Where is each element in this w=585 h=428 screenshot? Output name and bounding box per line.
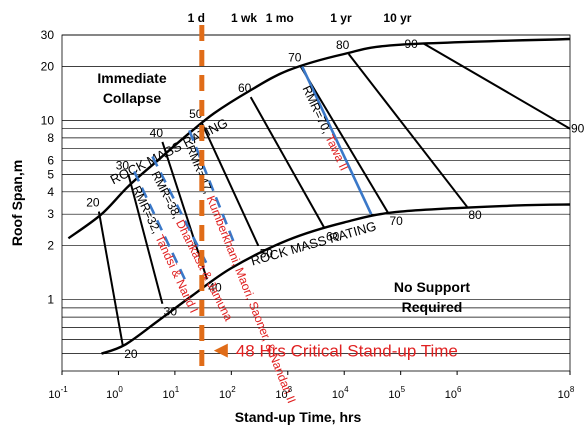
- region-immediate-collapse-line1: Immediate: [97, 70, 166, 86]
- case-label-sites: Tawa II: [322, 133, 351, 173]
- x-tick-exponent: -1: [61, 385, 69, 394]
- envelope-curve-upper: [67, 37, 571, 240]
- region-immediate-collapse-line2: Collapse: [103, 90, 162, 106]
- time-mark-label: 1 d: [188, 11, 205, 25]
- rmr-top-label: 80: [336, 38, 350, 52]
- rmr-line-70: [299, 66, 389, 214]
- x-axis-label: Stand-up Time, hrs: [235, 409, 362, 425]
- x-tick-mantissa: 10: [219, 389, 231, 401]
- x-tick-mantissa: 10: [48, 389, 60, 401]
- y-axis-ticks: 1 2 3 4 56 8 10 20 30: [41, 28, 55, 307]
- y-tick-label: 5: [47, 167, 54, 181]
- x-tick-exponent: 2: [231, 385, 236, 394]
- x-tick-label: 108: [558, 385, 575, 401]
- x-tick-mantissa: 10: [558, 389, 570, 401]
- rmr-line-80: [347, 53, 468, 208]
- rmr-top-label: 20: [86, 196, 100, 210]
- y-tick-label: 1: [47, 293, 54, 307]
- rmr-top-label: 30: [116, 158, 130, 172]
- x-tick-mantissa: 10: [445, 389, 457, 401]
- y-tick-label: 2: [47, 239, 54, 253]
- envelope-label-upper: ROCK MASS RATING: [108, 115, 230, 187]
- region-no-support-line1: No Support: [394, 279, 471, 295]
- case-line-rmr-47: [188, 129, 235, 243]
- time-mark-label: 1 wk: [231, 11, 257, 25]
- rmr-bottom-label: 20: [124, 347, 138, 361]
- critical-arrow-icon: [213, 343, 228, 358]
- rmr-top-label: 70: [288, 51, 302, 65]
- time-mark-label: 10 yr: [383, 11, 411, 25]
- critical-time-marker: 48 Hrs Critical Stand-up Time: [199, 25, 458, 375]
- x-tick-label: 10-1: [48, 385, 68, 401]
- rmr-line-60: [249, 96, 326, 229]
- x-tick-exponent: 0: [118, 385, 123, 394]
- critical-time-label: 48 Hrs Critical Stand-up Time: [236, 342, 458, 361]
- x-tick-label: 105: [388, 385, 405, 401]
- x-tick-mantissa: 10: [388, 389, 400, 401]
- y-axis-label: Roof Span,m: [9, 160, 25, 246]
- plot-frame: [61, 34, 571, 372]
- x-tick-label: 106: [445, 385, 462, 401]
- x-tick-label: 102: [219, 385, 236, 401]
- x-tick-exponent: 4: [344, 385, 349, 394]
- x-axis-ticks: 10-1 100 101 102 103 104 105 106 108: [48, 371, 575, 401]
- y-tick-label: 30: [41, 28, 55, 42]
- y-tick-label: 3: [47, 207, 54, 221]
- rmr-top-label: 90: [404, 37, 418, 51]
- x-tick-exponent: 1: [175, 385, 180, 394]
- x-tick-exponent: 5: [401, 385, 406, 394]
- x-tick-label: 100: [106, 385, 123, 401]
- y-tick-label: 4: [47, 185, 54, 199]
- x-tick-label: 104: [332, 385, 349, 401]
- case-line-rmr-32: [133, 170, 186, 280]
- rmr-top-label: 40: [150, 126, 164, 140]
- y-tick-label: 10: [41, 113, 55, 127]
- rmr-bottom-label: 80: [468, 208, 482, 222]
- envelope-label-lower: ROCK MASS RATING: [249, 218, 378, 268]
- rmr-top-label: 60: [238, 81, 252, 95]
- region-no-support-line2: Required: [402, 299, 463, 315]
- rmr-bottom-label: 90: [571, 122, 585, 136]
- rmr-bottom-label: 50: [260, 247, 274, 261]
- y-tick-label: 8: [47, 131, 54, 145]
- case-line-rmr-70: [301, 66, 373, 215]
- x-tick-mantissa: 10: [106, 389, 118, 401]
- envelope-curve-lower: [101, 203, 571, 355]
- time-mark-label: 1 mo: [266, 11, 294, 25]
- case-label-rmr: RMR=70,: [300, 83, 336, 138]
- time-marks: 1 d 1 wk 1 mo 1 yr 10 yr: [188, 11, 412, 25]
- rmr-line-30: [127, 174, 164, 304]
- case-line-rmr-38: [151, 155, 211, 269]
- x-tick-exponent: 8: [570, 385, 575, 394]
- x-tick-mantissa: 10: [275, 389, 287, 401]
- x-tick-exponent: 6: [457, 385, 462, 394]
- x-tick-label: 101: [163, 385, 180, 401]
- x-tick-mantissa: 10: [163, 389, 175, 401]
- case-label-rmr-70: RMR=70, Tawa II: [300, 83, 352, 172]
- x-tick-mantissa: 10: [332, 389, 344, 401]
- rmr-line-90: [422, 42, 571, 130]
- rmr-line-20: [97, 211, 124, 347]
- rmr-bottom-label: 60: [326, 229, 340, 243]
- y-tick-label: 6: [47, 153, 54, 167]
- rmr-bottom-label: 70: [389, 214, 403, 228]
- rmr-line-50: [200, 122, 260, 247]
- x-tick-exponent: 3: [288, 385, 293, 394]
- time-mark-label: 1 yr: [330, 11, 352, 25]
- rmr-bottom-label: 30: [164, 305, 178, 319]
- x-tick-label: 103: [275, 385, 292, 401]
- rmr-bottom-label: 40: [208, 280, 222, 294]
- y-tick-label: 20: [41, 60, 55, 74]
- region-labels: Immediate Collapse No Support Required: [97, 70, 470, 315]
